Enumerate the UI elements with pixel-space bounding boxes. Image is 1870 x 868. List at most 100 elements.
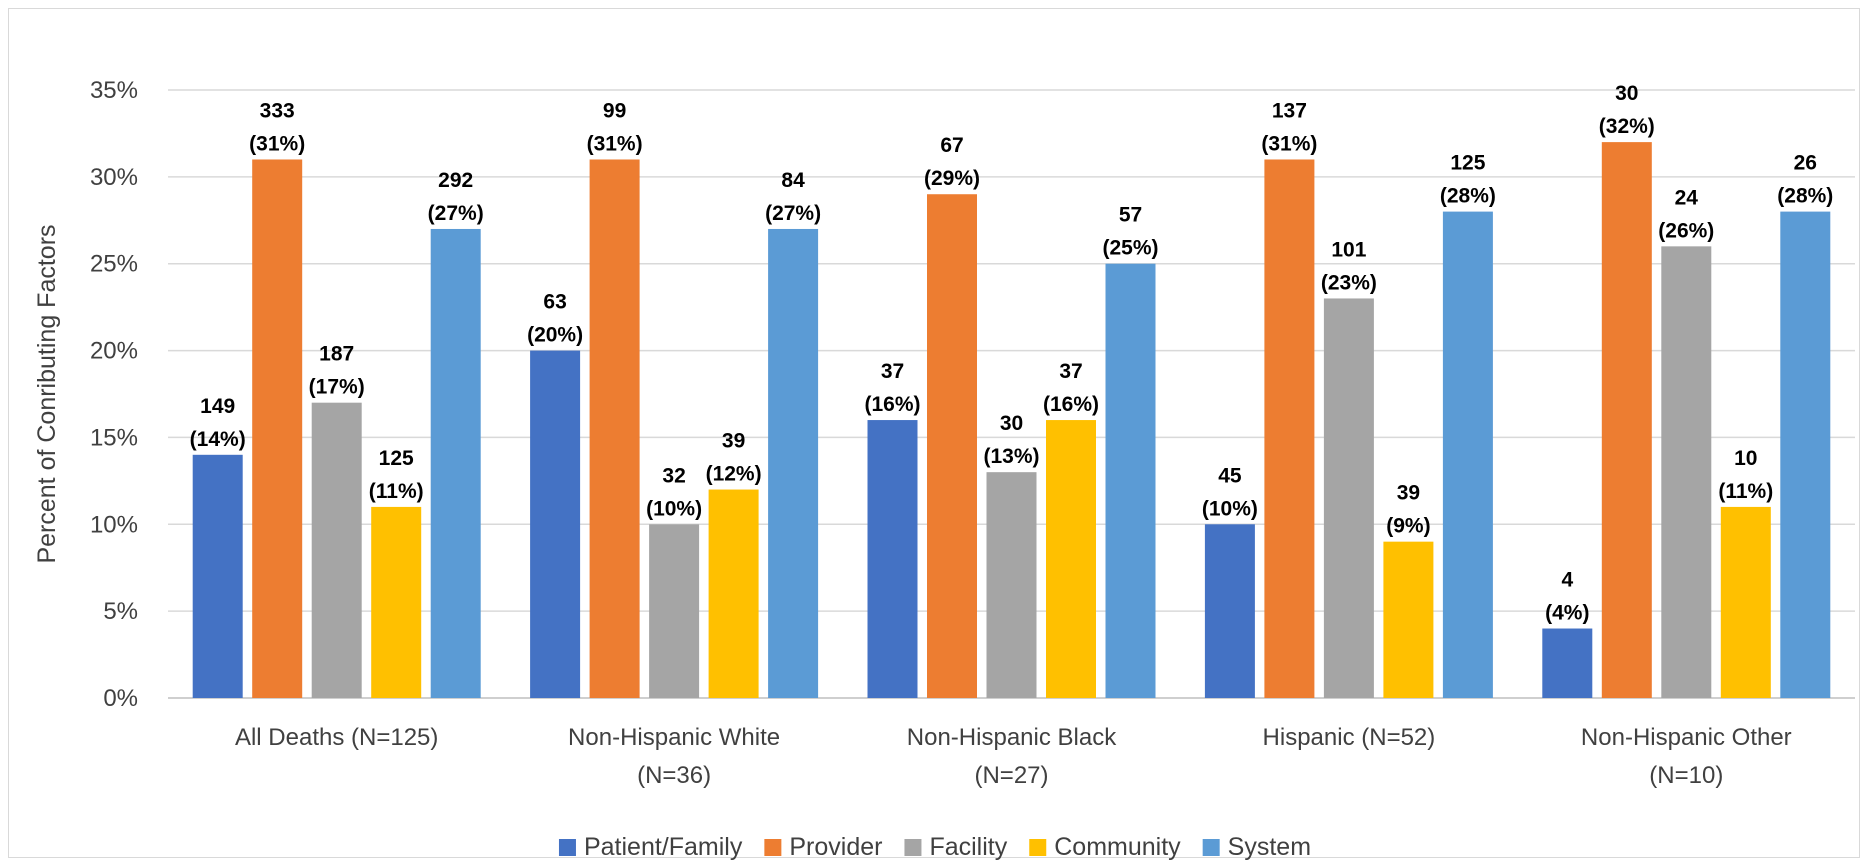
data-label-percent: (10%) [646, 497, 702, 520]
data-label-count: 4 [1561, 569, 1573, 592]
y-axis: 0% 5% 10% 15% 20% 25% 30% 35% Percent of Conribu… [33, 77, 138, 712]
data-label-count: 101 [1331, 238, 1366, 261]
data-label-count: 67 [940, 134, 963, 157]
legend-swatch [764, 839, 782, 856]
data-label-count: 37 [881, 360, 904, 383]
bar-system [768, 228, 819, 698]
data-label-percent: (10%) [1202, 497, 1258, 520]
bar-facility [649, 524, 700, 698]
legend: Patient/Family Provider Facility Community S… [558, 833, 1311, 861]
bar-community [371, 506, 422, 698]
x-tick-label: Non-Hispanic White [568, 724, 780, 751]
bar-patient-family [1542, 628, 1593, 698]
x-axis: All Deaths (N=125) Non-Hispanic White (N=3… [235, 724, 1792, 789]
data-label-percent: (13%) [983, 445, 1039, 468]
data-label-percent: (27%) [765, 202, 821, 225]
data-label-count: 45 [1218, 464, 1242, 487]
bar-community [1046, 420, 1096, 698]
y-axis-title: Percent of Conributing Factors [33, 224, 61, 563]
data-label-count: 187 [319, 343, 354, 366]
data-label-count: 149 [200, 395, 235, 418]
y-tick-label: 10% [90, 511, 138, 538]
data-label-percent: (32%) [1599, 115, 1655, 138]
data-label-percent: (17%) [309, 376, 365, 399]
x-tick-label: Non-Hispanic Black [907, 724, 1117, 751]
bar-system [1105, 263, 1156, 698]
bar-provider [927, 194, 977, 698]
x-tick-label: Hispanic (N=52) [1263, 724, 1436, 751]
legend-swatch [904, 839, 922, 856]
data-label-percent: (31%) [1261, 132, 1317, 155]
y-tick-label: 25% [90, 251, 138, 278]
bar-community [1383, 541, 1434, 698]
data-label-count: 292 [438, 169, 473, 192]
data-label-percent: (25%) [1102, 237, 1158, 260]
data-label-count: 99 [603, 99, 626, 122]
data-label-count: 125 [1450, 152, 1485, 175]
data-label-percent: (23%) [1321, 271, 1377, 294]
x-tick-label: (N=10) [1649, 762, 1723, 789]
bar-provider [252, 159, 303, 698]
legend-label: Facility [929, 833, 1007, 861]
legend-swatch [558, 839, 576, 856]
x-tick-label: All Deaths (N=125) [235, 724, 438, 751]
legend-label: System [1228, 833, 1311, 861]
bar-facility [986, 472, 1037, 698]
data-label-count: 30 [1615, 82, 1638, 105]
data-label-count: 26 [1794, 152, 1817, 175]
data-label-percent: (12%) [706, 463, 762, 486]
data-label-percent: (11%) [369, 480, 424, 503]
data-label-count: 63 [543, 291, 566, 314]
data-label-percent: (16%) [864, 393, 920, 416]
bar-provider [589, 159, 640, 698]
bar-system [1780, 211, 1831, 698]
data-label-percent: (11%) [1718, 480, 1773, 503]
y-tick-label: 30% [90, 164, 138, 191]
bar-facility [1323, 298, 1374, 698]
data-label-percent: (28%) [1440, 185, 1496, 208]
legend-swatch [1202, 839, 1220, 856]
bar-facility [311, 402, 362, 698]
y-tick-label: 0% [103, 685, 138, 712]
bar-community [708, 489, 759, 698]
data-label-percent: (31%) [587, 132, 643, 155]
data-label-count: 125 [379, 447, 414, 470]
data-label-count: 333 [260, 99, 295, 122]
data-label-percent: (4%) [1545, 602, 1589, 625]
bar-system [430, 228, 481, 698]
bars [192, 142, 1831, 699]
legend-label: Patient/Family [584, 833, 743, 861]
data-label-count: 57 [1119, 204, 1142, 227]
y-tick-label: 20% [90, 338, 138, 365]
bar-patient-family [867, 420, 918, 698]
data-label-count: 39 [1397, 482, 1420, 505]
data-label-count: 37 [1059, 360, 1082, 383]
x-tick-label: Non-Hispanic Other [1581, 724, 1792, 751]
bar-provider [1601, 142, 1652, 699]
legend-label: Provider [789, 833, 882, 861]
data-label-count: 137 [1272, 99, 1307, 122]
x-tick-label: (N=36) [637, 762, 711, 789]
data-label-count: 39 [722, 430, 745, 453]
data-label-count: 30 [1000, 412, 1023, 435]
data-label-percent: (28%) [1777, 185, 1833, 208]
data-label-count: 84 [781, 169, 805, 192]
bar-community [1720, 506, 1771, 698]
data-label-count: 32 [662, 464, 685, 487]
bar-patient-family [530, 350, 581, 698]
y-tick-label: 35% [90, 77, 138, 104]
data-labels: 149 (14%) 333 (31%) 187 (17%) 125 (11%) 292 (27%)… [190, 82, 1834, 624]
bar-facility [1661, 246, 1712, 699]
data-label-count: 10 [1734, 447, 1757, 470]
data-label-percent: (20%) [527, 324, 583, 347]
legend-label: Community [1054, 833, 1181, 861]
x-tick-label: (N=27) [974, 762, 1048, 789]
bar-system [1442, 211, 1493, 698]
data-label-count: 24 [1675, 186, 1699, 209]
data-label-percent: (14%) [190, 428, 246, 451]
data-label-percent: (27%) [428, 202, 484, 225]
data-label-percent: (16%) [1043, 393, 1099, 416]
y-tick-label: 5% [103, 598, 138, 625]
bar-provider [1264, 159, 1315, 698]
